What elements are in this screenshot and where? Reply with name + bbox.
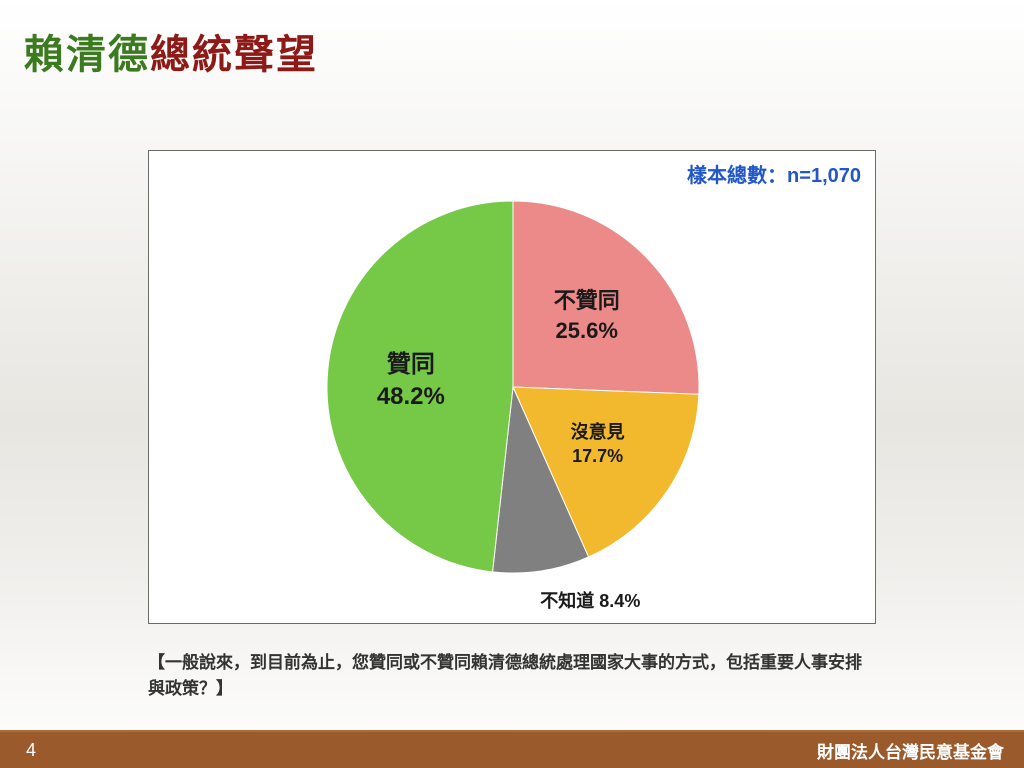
title-part1: 賴清德 <box>24 33 150 77</box>
slice-label-no_opinion: 沒意見17.7% <box>543 420 653 469</box>
sample-size-label: 樣本總數：n=1,070 <box>687 159 861 188</box>
pie-chart-container: 樣本總數：n=1,070 不贊同25.6% 沒意見17.7% 不知道 8.4% 贊同4… <box>148 150 876 624</box>
slice-label-disapprove: 不贊同25.6% <box>532 286 642 345</box>
slice-label-approve: 贊同48.2% <box>356 349 466 414</box>
slice-label-dont_know: 不知道 8.4% <box>540 587 640 613</box>
title-part2: 總統聲望 <box>150 33 318 77</box>
survey-question: 【一般說來，到目前為止，您贊同或不贊同賴清德總統處理國家大事的方式，包括重要人事… <box>148 650 876 701</box>
footer-bar: 4 財團法人台灣民意基金會 <box>0 732 1024 768</box>
page-title: 賴清德總統聲望 <box>24 22 318 80</box>
page-number: 4 <box>26 740 36 761</box>
organization-name: 財團法人台灣民意基金會 <box>817 738 1004 763</box>
